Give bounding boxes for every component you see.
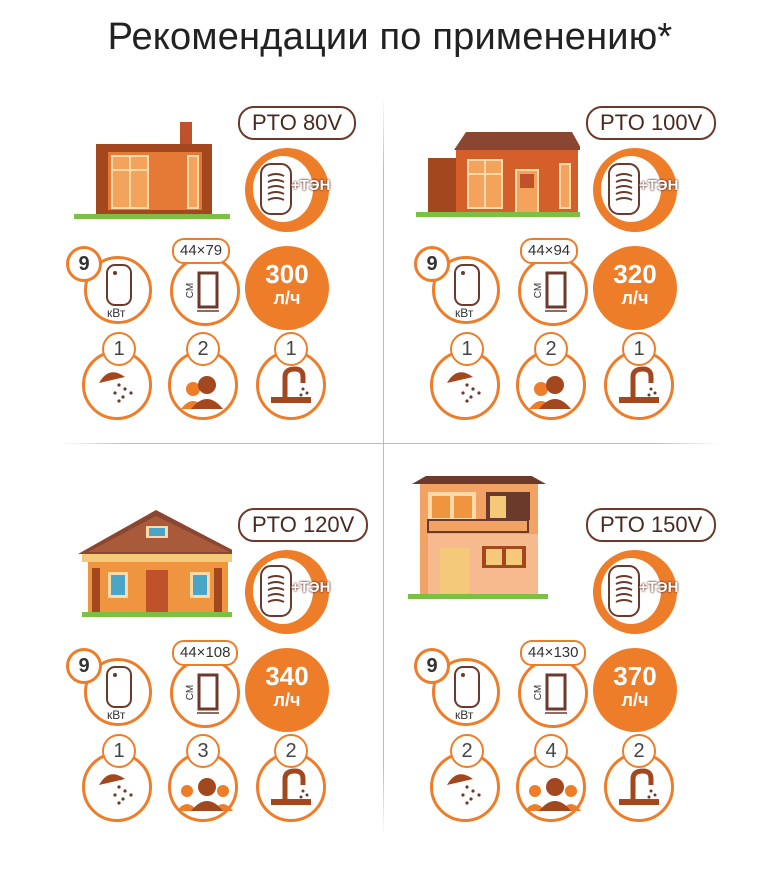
size-circle: СМ [170, 658, 240, 728]
model-block: PTO 80V +ТЭН кВт 9 СМ 44×79 300 л/ч 1 2 … [62, 98, 422, 488]
shower-icon [441, 363, 491, 412]
tank-size-icon [541, 269, 571, 320]
size-unit: СМ [533, 684, 545, 701]
people-count: 3 [186, 734, 220, 768]
flow-value: 370 [613, 661, 657, 691]
model-block: PTO 150V +ТЭН кВт 9 СМ 44×130 370 л/ч 2 … [408, 446, 770, 890]
house-illustration [410, 92, 582, 237]
power-unit: кВт [455, 708, 474, 722]
model-label: PTO 150V [586, 508, 717, 542]
tap-count: 2 [274, 734, 308, 768]
power-circle: кВт [432, 658, 500, 726]
shower-count: 1 [102, 332, 136, 366]
shower-count: 1 [102, 734, 136, 768]
ten-label: +ТЭН [291, 177, 331, 194]
tap-count: 1 [274, 332, 308, 366]
shower-circle [82, 350, 152, 420]
ten-label: +ТЭН [639, 177, 679, 194]
power-value: 9 [414, 648, 450, 684]
power-unit: кВт [107, 306, 126, 320]
people-count: 2 [534, 332, 568, 366]
flow-badge: 340 л/ч [245, 648, 329, 732]
heater-icon [452, 263, 482, 312]
size-circle: СМ [518, 658, 588, 728]
tap-icon [265, 765, 315, 814]
power-unit: кВт [107, 708, 126, 722]
size-circle: СМ [518, 256, 588, 326]
size-label: 44×130 [520, 640, 587, 666]
tap-count: 2 [622, 734, 656, 768]
flow-value: 340 [265, 661, 309, 691]
tank-size-icon [541, 671, 571, 722]
flow-unit: л/ч [621, 288, 649, 308]
house-illustration [62, 92, 232, 237]
size-label: 44×108 [172, 640, 239, 666]
size-unit: СМ [533, 282, 545, 299]
size-unit: СМ [185, 282, 197, 299]
power-circle: кВт [432, 256, 500, 324]
shower-icon [93, 765, 143, 814]
power-value: 9 [414, 246, 450, 282]
flow-unit: л/ч [621, 690, 649, 710]
flow-badge: 300 л/ч [245, 246, 329, 330]
heater-icon [104, 263, 134, 312]
house-illustration [62, 494, 240, 639]
tank-heater-badge: +ТЭН [593, 148, 679, 232]
size-label: 44×94 [520, 238, 579, 264]
ten-label: +ТЭН [291, 579, 331, 596]
size-unit: СМ [185, 684, 197, 701]
flow-value: 300 [265, 259, 309, 289]
page-title: Рекомендации по применению* [107, 16, 673, 58]
tap-icon [613, 363, 663, 412]
tank-heater-badge: +ТЭН [245, 148, 331, 232]
shower-count: 1 [450, 332, 484, 366]
people-icon [175, 773, 235, 818]
power-value: 9 [66, 246, 102, 282]
power-unit: кВт [455, 306, 474, 320]
tank-size-icon [193, 671, 223, 722]
people-count: 2 [186, 332, 220, 366]
size-label: 44×79 [172, 238, 231, 264]
flow-badge: 370 л/ч [593, 648, 677, 732]
power-value: 9 [66, 648, 102, 684]
flow-badge: 320 л/ч [593, 246, 677, 330]
heater-icon [104, 665, 134, 714]
house-illustration [384, 446, 554, 621]
tap-icon [613, 765, 663, 814]
shower-icon [441, 765, 491, 814]
model-label: PTO 80V [238, 106, 357, 140]
shower-circle [82, 752, 152, 822]
people-icon [523, 371, 583, 416]
ten-label: +ТЭН [639, 579, 679, 596]
heater-icon [452, 665, 482, 714]
model-label: PTO 100V [586, 106, 717, 140]
people-count: 4 [534, 734, 568, 768]
flow-unit: л/ч [273, 690, 301, 710]
size-circle: СМ [170, 256, 240, 326]
tank-heater-badge: +ТЭН [593, 550, 679, 634]
model-block: PTO 120V +ТЭН кВт 9 СМ 44×108 340 л/ч 1 … [62, 500, 422, 890]
people-icon [523, 773, 583, 818]
shower-count: 2 [450, 734, 484, 768]
tap-count: 1 [622, 332, 656, 366]
flow-unit: л/ч [273, 288, 301, 308]
flow-value: 320 [613, 259, 657, 289]
model-block: PTO 100V +ТЭН кВт 9 СМ 44×94 320 л/ч 1 2… [410, 98, 770, 488]
shower-icon [93, 363, 143, 412]
tank-heater-badge: +ТЭН [245, 550, 331, 634]
tank-size-icon [193, 269, 223, 320]
model-label: PTO 120V [238, 508, 369, 542]
tap-icon [265, 363, 315, 412]
horizontal-divider [60, 443, 720, 444]
vertical-divider [383, 96, 384, 838]
people-icon [175, 371, 235, 416]
